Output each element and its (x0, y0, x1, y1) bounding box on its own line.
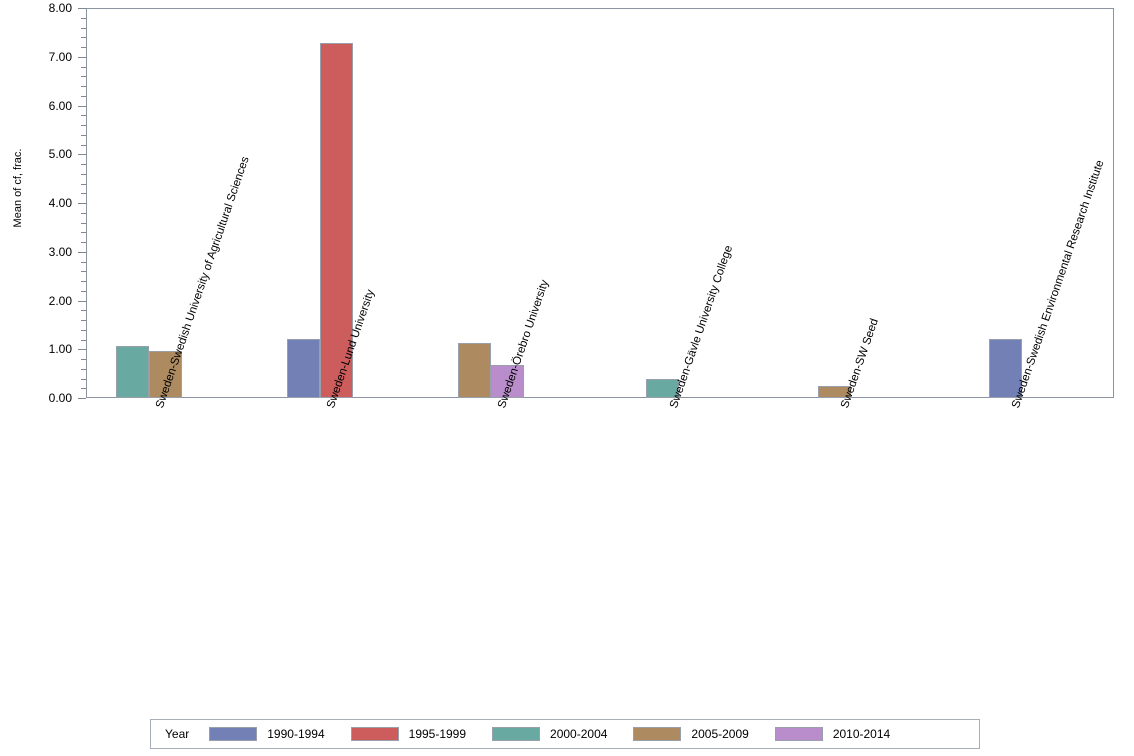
y-minor-tick-mark (81, 134, 86, 136)
y-minor-tick-mark (81, 329, 86, 331)
y-minor-tick-mark (81, 115, 86, 117)
y-minor-tick-mark (81, 212, 86, 214)
legend-label: 2005-2009 (691, 727, 749, 741)
y-minor-tick-mark (81, 183, 86, 185)
y-tick-mark (78, 349, 86, 351)
x-axis-tick-labels: Sweden-Swedish University of Agricultura… (0, 155, 1134, 698)
plot-area (86, 8, 1114, 398)
bar (491, 364, 525, 398)
y-minor-tick-mark (81, 281, 86, 282)
y-minor-tick-mark (81, 359, 86, 360)
y-minor-tick-mark (81, 232, 86, 234)
y-tick-label: 5.00 (48, 147, 72, 162)
y-minor-tick-mark (81, 222, 86, 224)
y-minor-tick-mark (81, 66, 86, 68)
bar (320, 43, 353, 398)
y-minor-tick-mark (81, 37, 86, 39)
bar (287, 339, 320, 398)
legend-title: Year (165, 727, 190, 741)
legend-entry[interactable]: 1995-1999 (350, 727, 467, 741)
y-minor-tick-mark (81, 339, 86, 341)
y-tick-mark (78, 398, 86, 399)
y-tick-mark (78, 154, 86, 156)
legend-color-swatch (774, 727, 823, 741)
y-tick-label: 8.00 (48, 1, 72, 15)
legend: Year 1990-1994 1995-1999 2000-2004 2005-200… (150, 719, 980, 749)
y-tick-label: 3.00 (48, 244, 72, 259)
legend-color-swatch (350, 727, 399, 741)
bar (817, 385, 851, 398)
plot-frame (86, 8, 1114, 398)
y-minor-tick-mark (81, 290, 86, 292)
y-minor-tick-mark (81, 320, 86, 321)
legend-entry[interactable]: 2005-2009 (633, 727, 749, 741)
legend-entry[interactable]: 2010-2014 (774, 727, 891, 741)
legend-color-swatch (209, 727, 258, 741)
y-minor-tick-mark (81, 388, 86, 390)
y-minor-tick-mark (81, 17, 86, 19)
y-tick-label: 2.00 (48, 293, 72, 308)
y-minor-tick-mark (81, 76, 86, 78)
legend-entries: 1990-1994 1995-1999 2000-2004 2005-2009 2010… (209, 727, 916, 741)
y-minor-tick-mark (81, 95, 86, 97)
legend-label: 1995-1999 (408, 727, 467, 741)
y-tick-label: 1.00 (48, 342, 72, 357)
y-minor-tick-mark (81, 86, 86, 87)
bar (115, 345, 149, 398)
y-tick-label: 0.00 (48, 391, 72, 405)
y-tick-mark (78, 300, 86, 302)
legend-entry[interactable]: 1990-1994 (209, 727, 325, 741)
legend-entry[interactable]: 2000-2004 (492, 727, 607, 741)
bar (458, 342, 492, 398)
bar (988, 339, 1022, 398)
legend-color-swatch (633, 727, 682, 741)
y-tick-label: 7.00 (48, 49, 72, 64)
bar (148, 350, 182, 398)
y-minor-tick-mark (81, 378, 86, 380)
y-minor-tick-mark (81, 193, 86, 195)
y-minor-tick-mark (81, 271, 86, 273)
y-tick-label: 4.00 (48, 196, 72, 210)
y-tick-mark (78, 251, 86, 253)
y-tick-mark (78, 203, 86, 204)
y-minor-tick-mark (81, 164, 86, 165)
legend-label: 2010-2014 (832, 727, 891, 741)
legend-color-swatch (492, 727, 541, 741)
legend-label: 1990-1994 (267, 727, 325, 741)
y-minor-tick-mark (81, 368, 86, 370)
bar (646, 379, 680, 398)
y-minor-tick-mark (81, 47, 86, 48)
y-tick-mark (78, 8, 86, 9)
y-minor-tick-mark (81, 310, 86, 312)
legend-label: 2000-2004 (550, 727, 608, 741)
y-tick-label: 6.00 (48, 98, 72, 113)
y-minor-tick-mark (81, 173, 86, 175)
y-tick-mark (78, 105, 86, 107)
y-tick-mark (78, 56, 86, 58)
y-minor-tick-mark (81, 242, 86, 243)
y-minor-tick-mark (81, 261, 86, 263)
y-minor-tick-mark (81, 125, 86, 126)
y-axis-tick-labels: 0.00 1.00 2.00 3.00 4.00 5.00 6.00 7.00 8.00 (0, 0, 72, 410)
y-minor-tick-mark (81, 27, 86, 29)
y-minor-tick-mark (81, 144, 86, 146)
